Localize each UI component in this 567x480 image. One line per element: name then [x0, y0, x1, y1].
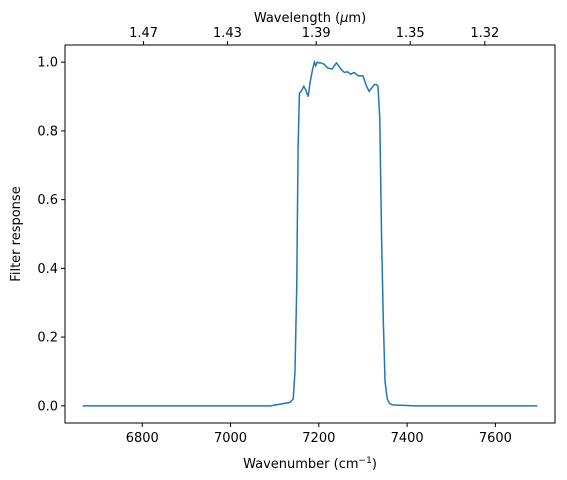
- x-tick-label: 7000: [214, 431, 247, 446]
- plot-area: [64, 44, 556, 424]
- y-tick-label: 0.4: [37, 262, 58, 277]
- axes-ticks: 6800 7000 7200 7400 7600 0.0 0.2 0.4 0.6 0.8 1.0 1.…: [37, 26, 512, 446]
- filter-response-line: [82, 59, 538, 407]
- x-axis-label: Wavenumber (cm−1): [243, 456, 377, 472]
- top-x-tick-label: 1.47: [129, 26, 158, 41]
- y-tick-label: 0.0: [37, 399, 58, 414]
- top-x-tick-label: 1.43: [213, 26, 242, 41]
- x-tick-label: 7200: [302, 431, 335, 446]
- y-axis-label: Filter response: [9, 186, 24, 281]
- top-x-axis-label: Wavelength (μm): [254, 11, 366, 26]
- y-tick-label: 0.8: [37, 124, 58, 139]
- x-tick-label: 7400: [391, 431, 424, 446]
- y-tick-label: 1.0: [37, 56, 58, 71]
- y-tick-label: 0.6: [37, 193, 58, 208]
- y-tick-label: 0.2: [37, 331, 58, 346]
- x-tick-label: 6800: [126, 431, 159, 446]
- x-tick-label: 7600: [479, 431, 512, 446]
- top-x-tick-label: 1.35: [396, 26, 425, 41]
- top-x-tick-label: 1.32: [470, 26, 499, 41]
- top-x-tick-label: 1.39: [302, 26, 331, 41]
